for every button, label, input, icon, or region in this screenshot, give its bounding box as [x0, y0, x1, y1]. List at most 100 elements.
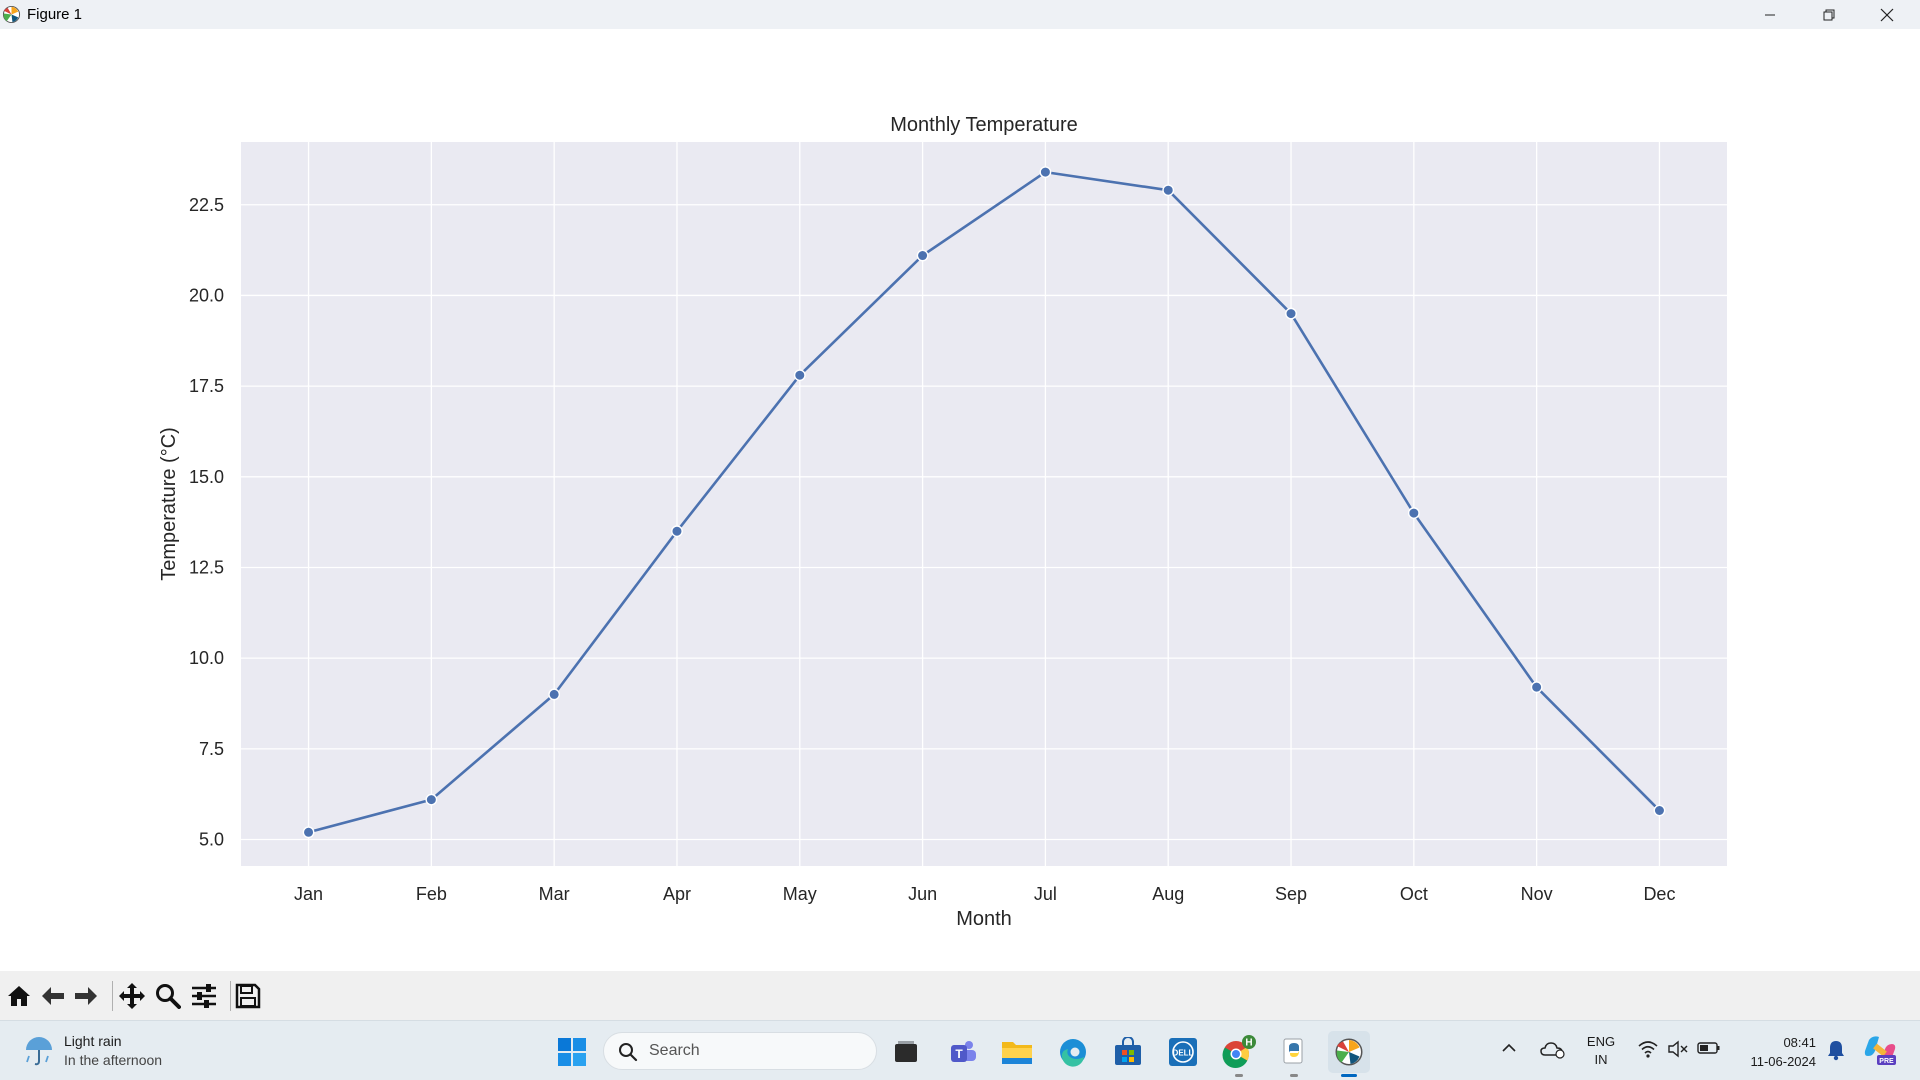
data-point — [916, 249, 929, 262]
search-placeholder: Search — [649, 1042, 700, 1059]
language-indicator[interactable]: ENG IN — [1585, 1033, 1617, 1069]
start-button[interactable] — [551, 1031, 593, 1073]
back-arrow-icon — [42, 987, 64, 1005]
chrome-profile-badge: H — [1245, 1038, 1252, 1049]
chart-title: Monthly Temperature — [890, 114, 1078, 136]
series-line — [308, 170, 1661, 834]
svg-text:PRE: PRE — [1879, 1058, 1894, 1065]
data-point — [302, 826, 315, 839]
show-hidden-icons-chevron-icon[interactable] — [1500, 1039, 1518, 1057]
onedrive-sync-icon[interactable] — [1540, 1039, 1566, 1059]
matplotlib-app-icon — [2, 5, 21, 24]
y-tick-label: 17.5 — [189, 376, 224, 396]
copilot-icon[interactable]: PRE — [1863, 1034, 1897, 1066]
volume-muted-icon[interactable] — [1667, 1039, 1689, 1059]
weather-widget[interactable]: Light rain In the afternoon — [20, 1030, 200, 1072]
taskbar-matplotlib[interactable] — [1328, 1031, 1370, 1077]
x-gridlines — [307, 142, 1661, 866]
x-tick-label: Jul — [1034, 884, 1057, 904]
dell-icon: DELL — [1169, 1038, 1197, 1066]
taskbar-task-view[interactable] — [885, 1031, 927, 1073]
zoom-button[interactable] — [153, 981, 183, 1011]
taskbar: Light rain In the afternoon Search T — [0, 1020, 1920, 1080]
running-indicator — [1235, 1074, 1243, 1077]
line-chart: 5.0 7.5 10.0 12.5 15.0 17.5 20.0 22.5 Jan Feb Mar… — [158, 114, 1727, 930]
save-button[interactable] — [233, 981, 263, 1011]
toolbar-separator — [230, 981, 231, 1011]
taskbar-dell[interactable]: DELL — [1162, 1031, 1204, 1073]
zoom-icon — [156, 984, 181, 1009]
taskbar-search-box[interactable]: Search — [603, 1032, 877, 1070]
teams-icon: T — [951, 1041, 976, 1062]
restore-icon — [1823, 9, 1835, 20]
window-title-bar: Figure 1 — [0, 0, 1920, 29]
x-axis-label: Month — [956, 908, 1012, 930]
y-tick-label: 20.0 — [189, 285, 224, 305]
data-point — [1530, 681, 1543, 694]
active-indicator — [1341, 1074, 1357, 1077]
data-point — [1285, 307, 1297, 320]
minimize-button[interactable] — [1741, 0, 1799, 29]
taskbar-chrome[interactable]: H — [1218, 1031, 1260, 1077]
plot-area — [241, 142, 1727, 866]
home-icon — [8, 986, 30, 1006]
close-button[interactable] — [1858, 0, 1916, 29]
x-tick-label: Aug — [1152, 884, 1184, 904]
forward-arrow-icon — [75, 987, 97, 1005]
y-axis-label: Temperature (°C) — [158, 427, 180, 581]
edge-icon — [1060, 1039, 1086, 1067]
battery-icon[interactable] — [1697, 1040, 1721, 1056]
minimize-icon — [1765, 14, 1775, 15]
weather-condition: Light rain — [64, 1033, 122, 1049]
x-tick-label: Mar — [539, 884, 570, 904]
restore-button[interactable] — [1800, 0, 1858, 29]
taskbar-python[interactable] — [1273, 1031, 1315, 1077]
save-icon — [235, 983, 261, 1009]
x-tick-label: Feb — [416, 884, 447, 904]
svg-text:DELL: DELL — [1173, 1049, 1194, 1058]
clock-time: 08:41 — [1783, 1035, 1816, 1050]
series-group — [302, 166, 1666, 839]
running-indicator — [1290, 1074, 1298, 1077]
taskbar-edge[interactable] — [1052, 1031, 1094, 1073]
data-point — [793, 369, 806, 382]
data-point — [1653, 804, 1666, 817]
pan-button[interactable] — [117, 981, 147, 1011]
toolbar-separator — [112, 981, 113, 1011]
home-button[interactable] — [4, 981, 34, 1011]
svg-text:T: T — [955, 1047, 963, 1061]
matplotlib-icon — [1335, 1038, 1363, 1066]
configure-subplots-button[interactable] — [189, 981, 219, 1011]
notification-bell-icon[interactable] — [1826, 1039, 1846, 1061]
x-tick-label: Jan — [294, 884, 323, 904]
window-title: Figure 1 — [27, 6, 83, 23]
system-clock[interactable]: 08:41 11-06-2024 — [1732, 1033, 1816, 1071]
region-code: IN — [1594, 1052, 1608, 1067]
y-gridlines — [241, 204, 1727, 841]
data-point — [548, 688, 561, 701]
pan-icon — [119, 983, 145, 1009]
x-tick-label: Sep — [1275, 884, 1307, 904]
close-icon — [1880, 8, 1894, 21]
configure-subplots-icon — [192, 984, 216, 1008]
y-tick-label: 5.0 — [199, 830, 224, 850]
data-point — [1039, 166, 1052, 179]
x-tick-label: Jun — [908, 884, 937, 904]
y-tick-label: 15.0 — [189, 467, 224, 487]
figure-canvas[interactable]: 5.0 7.5 10.0 12.5 15.0 17.5 20.0 22.5 Jan Feb Mar… — [0, 29, 1920, 971]
data-point — [425, 793, 438, 806]
x-tick-label: Dec — [1643, 884, 1675, 904]
taskbar-teams[interactable]: T — [942, 1031, 984, 1073]
forward-button[interactable] — [71, 981, 101, 1011]
y-tick-labels: 5.0 7.5 10.0 12.5 15.0 17.5 20.0 22.5 — [189, 195, 224, 850]
search-icon — [619, 1043, 638, 1062]
back-button[interactable] — [38, 981, 68, 1011]
taskbar-store[interactable] — [1107, 1031, 1149, 1073]
windows-start-icon — [558, 1038, 586, 1066]
taskbar-file-explorer[interactable] — [996, 1031, 1038, 1073]
x-tick-label: Oct — [1400, 884, 1428, 904]
data-point — [1407, 507, 1420, 519]
wifi-icon[interactable] — [1637, 1039, 1659, 1059]
data-point — [1162, 184, 1175, 197]
store-icon — [1115, 1037, 1141, 1065]
